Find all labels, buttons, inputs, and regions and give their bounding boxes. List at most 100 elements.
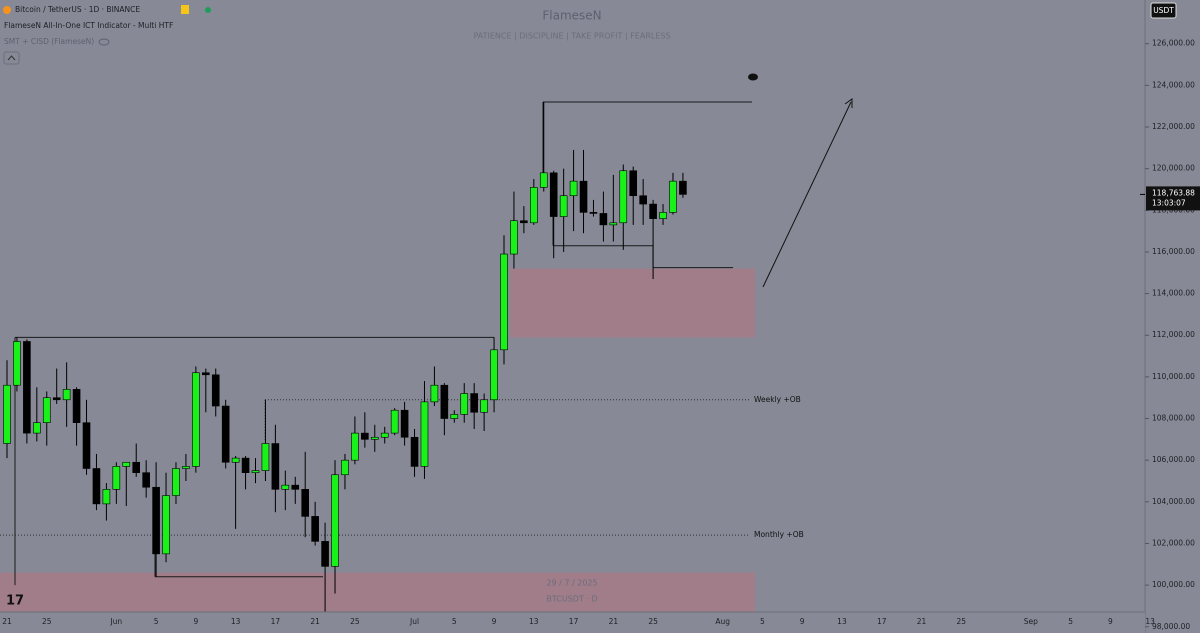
currency-button[interactable] (1150, 2, 1177, 19)
watermark-subtitle: PATIENCE | DISCIPLINE | TAKE PROFIT | FE… (473, 32, 670, 41)
indicator-name: FlameseN All-In-One ICT Indicator - Mult… (4, 21, 173, 30)
y-tick-label: 124,000.00 (1152, 80, 1195, 89)
x-tick-label: Jul (409, 617, 419, 626)
candle-body (380, 432, 389, 438)
candle-body (669, 180, 677, 213)
candle-body (52, 397, 61, 401)
ob-label: Monthly +OB (754, 530, 804, 539)
candle-body (341, 459, 349, 476)
y-tick-label: 104,000.00 (1152, 497, 1195, 506)
candle-body (42, 397, 51, 423)
y-tick-label: 98,000.00 (1152, 622, 1190, 631)
watermark-date: 29 / 7 / 2025 (546, 579, 597, 588)
candle-body (271, 443, 280, 490)
y-tick-label: 120,000.00 (1152, 164, 1195, 173)
candle-body (132, 461, 141, 473)
candle-body (13, 341, 21, 386)
candle-body (490, 349, 498, 401)
candle-body (530, 187, 538, 224)
projection-arrow (762, 101, 852, 288)
candle-body (609, 222, 618, 226)
last-price-label: 118,763.88 (1152, 188, 1195, 197)
ob-label: Weekly +OB (754, 395, 801, 404)
candle-body (82, 422, 91, 469)
x-tick-label: 9 (193, 617, 198, 626)
candle-body (410, 436, 419, 467)
candle-body (440, 384, 449, 419)
candle-body (549, 172, 558, 217)
y-tick-label: 110,000.00 (1152, 372, 1195, 381)
candle-body (211, 374, 220, 407)
candle-body (619, 170, 628, 224)
candle-body (182, 466, 190, 469)
x-tick-label: 17 (877, 617, 887, 626)
x-tick-label: 25 (350, 617, 360, 626)
y-tick-label: 114,000.00 (1152, 289, 1195, 298)
candle-body (172, 468, 180, 496)
x-tick-label: 5 (1068, 617, 1073, 626)
candle-body (102, 489, 111, 505)
x-tick-label: 13 (529, 617, 539, 626)
watermark-symbol: BTCUSDT · D (546, 595, 597, 604)
y-tick-label: 116,000.00 (1152, 247, 1195, 256)
candle-body (112, 466, 121, 490)
candle-body (251, 470, 260, 473)
y-tick-label: 112,000.00 (1152, 330, 1195, 339)
candle-body (202, 372, 210, 376)
last-price-tag (1146, 186, 1200, 211)
flag-icon (181, 5, 189, 14)
order-block-zone (510, 268, 755, 338)
y-tick-label: 108,000.00 (1152, 414, 1195, 423)
x-tick-label: 25 (956, 617, 966, 626)
candle-body (460, 393, 469, 415)
candle-body (231, 457, 240, 463)
x-tick-label: 25 (648, 617, 658, 626)
x-tick-label: Sep (1024, 617, 1038, 626)
x-tick-label: 13 (1145, 617, 1155, 626)
candle-body (281, 484, 290, 490)
arrow-head (844, 98, 853, 108)
candle-body (539, 172, 548, 188)
candle-body (599, 213, 608, 226)
candle-body (351, 432, 359, 461)
candle-body (3, 384, 11, 444)
candle-body (162, 495, 170, 555)
x-tick-label: 25 (42, 617, 52, 626)
x-tick-label: 21 (310, 617, 320, 626)
candle-body (321, 541, 329, 567)
price-axis (1145, 0, 1200, 633)
collapse-icon (7, 55, 16, 61)
candle-body (62, 389, 71, 401)
watermark-title: FlameseN (542, 9, 601, 23)
status-icon (205, 7, 211, 13)
x-tick-label: 5 (452, 617, 457, 626)
candle-body (500, 253, 508, 351)
symbol-icon (3, 6, 11, 14)
candle-body (480, 399, 488, 413)
candle-body (520, 220, 528, 224)
candle-body (470, 393, 478, 413)
candle-body (361, 432, 369, 440)
candle-body (72, 389, 81, 423)
candle-body (390, 409, 399, 434)
candle-body (311, 516, 319, 542)
candle-body (579, 180, 588, 213)
y-tick-label: 100,000.00 (1152, 580, 1195, 589)
x-tick-label: Jun (109, 617, 122, 626)
eye-icon[interactable] (748, 73, 758, 81)
candle-body (261, 443, 270, 471)
x-tick-label: 21 (2, 617, 12, 626)
countdown-label: 13:03:07 (1152, 198, 1186, 207)
candle-body (122, 461, 131, 467)
candle-body (430, 384, 439, 403)
candle-body (33, 422, 41, 434)
y-tick-label: 122,000.00 (1152, 122, 1195, 131)
candle-body (510, 220, 518, 255)
candle-body (649, 203, 657, 219)
visibility-icon[interactable] (98, 38, 110, 46)
tradingview-logo[interactable]: 17 (6, 594, 24, 609)
candle-body (659, 212, 667, 219)
candle-body (142, 472, 150, 488)
collapse-button[interactable] (3, 51, 20, 65)
